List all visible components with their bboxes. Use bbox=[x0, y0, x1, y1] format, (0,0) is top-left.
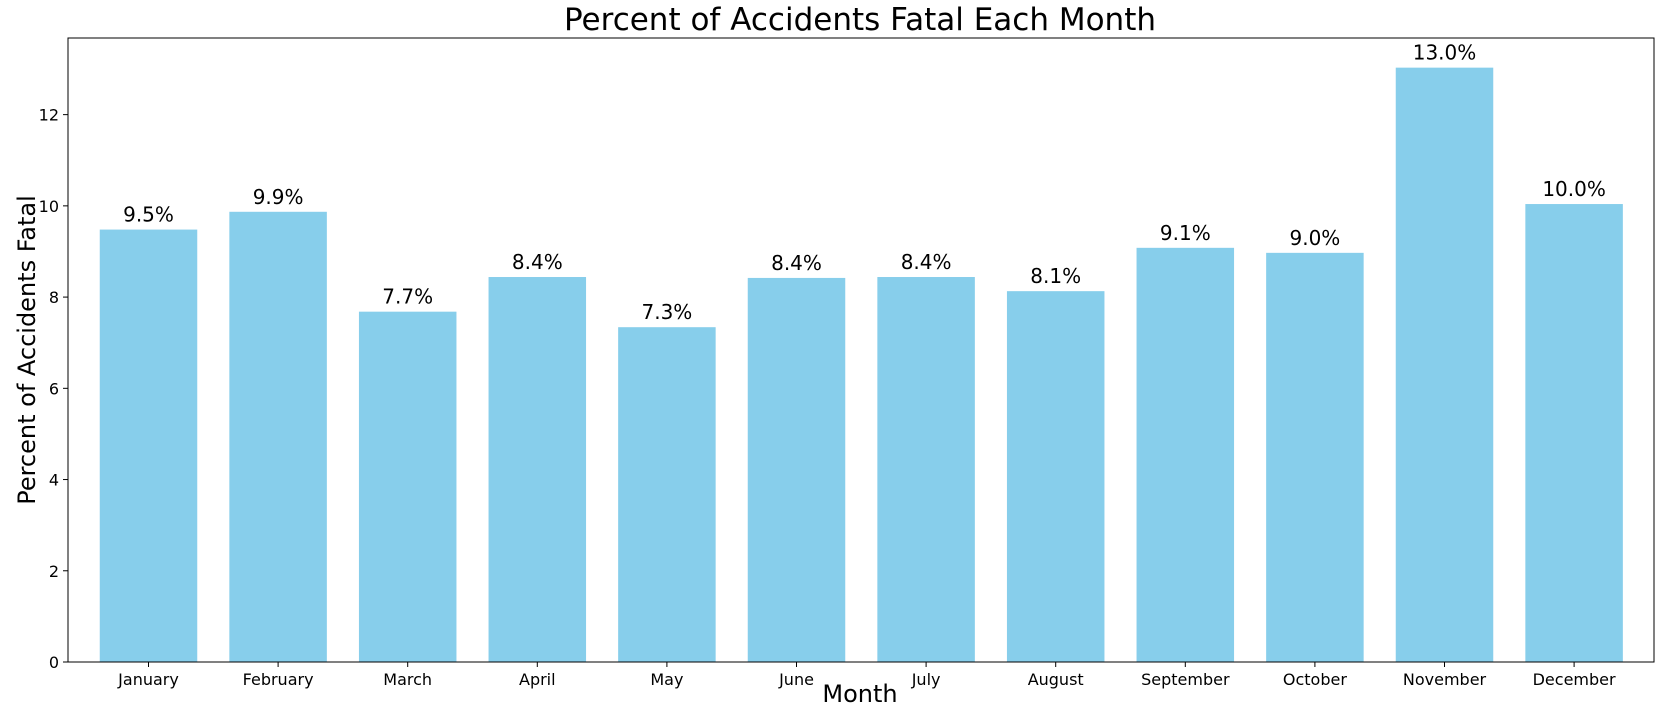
bar-september bbox=[1136, 247, 1235, 662]
x-tick-label: June bbox=[778, 670, 814, 689]
bar-august bbox=[1006, 291, 1105, 662]
x-axis-ticks: January February March April May June July Augu… bbox=[117, 662, 1616, 689]
bar-value-label: 9.0% bbox=[1289, 226, 1340, 250]
bar-value-label: 7.3% bbox=[641, 300, 692, 324]
x-tick-label: August bbox=[1028, 670, 1084, 689]
bar-value-label: 8.1% bbox=[1030, 264, 1081, 288]
bar-february bbox=[229, 211, 327, 663]
bar-july bbox=[877, 277, 975, 662]
bar-june bbox=[747, 277, 846, 662]
bar-november bbox=[1395, 67, 1494, 662]
y-tick-label: 10 bbox=[39, 197, 59, 216]
chart-title: Percent of Accidents Fatal Each Month bbox=[564, 2, 1156, 38]
bar-october bbox=[1266, 252, 1364, 662]
bar-april bbox=[488, 277, 587, 662]
bar-value-label: 8.4% bbox=[901, 250, 952, 274]
y-tick-label: 12 bbox=[39, 106, 59, 125]
bar-value-label: 10.0% bbox=[1542, 177, 1606, 201]
bar-value-label: 8.4% bbox=[771, 251, 822, 275]
bar-january bbox=[99, 229, 198, 662]
plot-frame bbox=[67, 37, 1655, 663]
x-tick-label: May bbox=[650, 670, 683, 689]
x-tick-label: February bbox=[243, 670, 314, 689]
y-axis-label: Percent of Accidents Fatal bbox=[13, 195, 41, 505]
x-tick-label: July bbox=[911, 670, 941, 689]
bar-value-label: 7.7% bbox=[382, 285, 433, 309]
bars-group bbox=[99, 67, 1623, 663]
y-tick-label: 8 bbox=[49, 288, 59, 307]
bar-december bbox=[1525, 204, 1623, 663]
x-tick-label: December bbox=[1533, 670, 1616, 689]
y-tick-label: 4 bbox=[49, 471, 59, 490]
y-axis-ticks: 0 2 4 6 8 10 12 bbox=[39, 106, 68, 672]
bar-value-label: 9.9% bbox=[253, 185, 304, 209]
y-tick-label: 6 bbox=[49, 379, 59, 398]
bar-value-label: 9.1% bbox=[1160, 221, 1211, 245]
x-tick-label: April bbox=[519, 670, 556, 689]
x-tick-label: September bbox=[1141, 670, 1230, 689]
x-tick-label: March bbox=[383, 670, 432, 689]
bar-may bbox=[618, 327, 716, 662]
x-tick-label: January bbox=[117, 670, 179, 689]
bar-value-label: 9.5% bbox=[123, 203, 174, 227]
y-tick-label: 2 bbox=[49, 562, 59, 581]
bar-value-label: 8.4% bbox=[512, 250, 563, 274]
y-tick-label: 0 bbox=[49, 653, 59, 672]
x-axis-label: Month bbox=[822, 680, 897, 708]
x-tick-label: November bbox=[1403, 670, 1487, 689]
bar-value-label: 13.0% bbox=[1413, 41, 1477, 65]
bar-labels-group: 9.5% 9.9% 7.7% 8.4% 7.3% 8.4% 8.4% 8.1% 9.1% 9.0%… bbox=[123, 41, 1606, 325]
bar-march bbox=[358, 311, 457, 662]
x-tick-label: October bbox=[1283, 670, 1347, 689]
